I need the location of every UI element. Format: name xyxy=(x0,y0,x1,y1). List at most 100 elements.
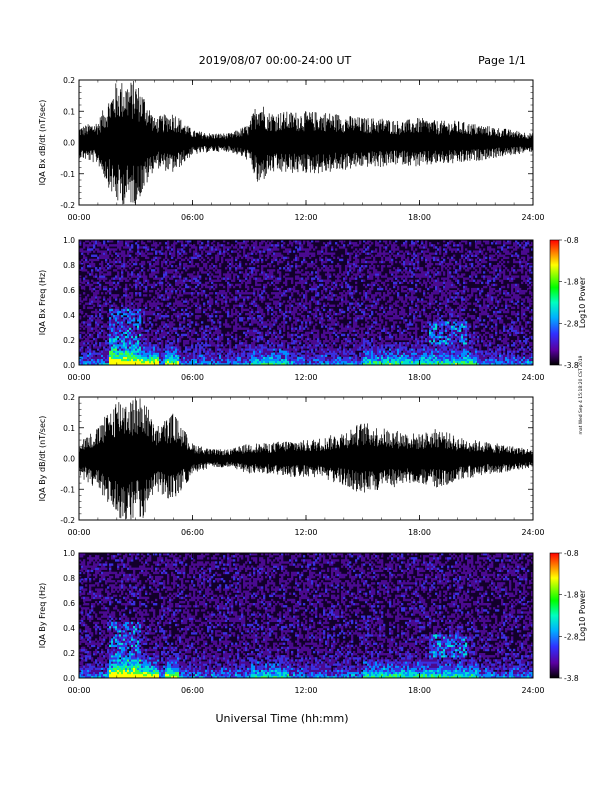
heatmap-cell xyxy=(267,319,270,322)
heatmap-cell xyxy=(245,344,248,347)
heatmap-cell xyxy=(119,337,122,341)
heatmap-cell xyxy=(131,360,134,364)
heatmap-cell xyxy=(299,356,302,360)
heatmap-cell xyxy=(329,319,332,322)
heatmap-cell xyxy=(177,254,180,257)
heatmap-cell xyxy=(329,360,332,364)
heatmap-cell xyxy=(113,302,116,305)
heatmap-cell xyxy=(299,360,302,364)
heatmap-cell xyxy=(333,321,336,324)
heatmap-cell xyxy=(277,348,280,351)
heatmap-cell xyxy=(141,348,144,351)
heatmap-cell xyxy=(155,315,158,318)
heatmap-cell xyxy=(317,302,320,305)
heatmap-cell xyxy=(107,254,110,257)
heatmap-cell xyxy=(211,281,214,285)
heatmap-cell xyxy=(217,248,220,251)
heatmap-cell xyxy=(235,312,238,316)
heatmap-cell xyxy=(335,283,338,287)
heatmap-cell xyxy=(109,308,112,312)
heatmap-cell xyxy=(245,358,248,362)
heatmap-cell xyxy=(155,292,158,295)
heatmap-cell xyxy=(177,250,180,253)
heatmap-cell xyxy=(217,310,220,314)
heatmap-cell xyxy=(119,325,122,328)
heatmap-cell xyxy=(283,246,286,249)
heatmap-cell xyxy=(301,273,304,276)
heatmap-cell xyxy=(97,360,100,364)
heatmap-cell xyxy=(325,337,328,341)
heatmap-cell xyxy=(127,329,130,332)
heatmap-cell xyxy=(137,281,140,285)
heatmap-cell xyxy=(91,283,94,287)
heatmap-cell xyxy=(181,242,184,245)
heatmap-cell xyxy=(335,275,338,278)
heatmap-cell xyxy=(105,331,108,335)
heatmap-cell xyxy=(199,360,202,364)
heatmap-cell xyxy=(125,294,128,297)
heatmap-cell xyxy=(245,244,248,247)
heatmap-cell xyxy=(311,356,314,360)
heatmap-cell xyxy=(115,304,118,307)
heatmap-cell xyxy=(201,290,204,293)
heatmap-cell xyxy=(149,308,152,312)
heatmap-cell xyxy=(251,354,254,357)
heatmap-cell xyxy=(309,300,312,303)
heatmap-cell xyxy=(275,352,278,355)
heatmap-cell xyxy=(255,335,258,339)
heatmap-cell xyxy=(207,242,210,245)
heatmap-cell xyxy=(249,348,252,351)
heatmap-cell xyxy=(135,281,138,285)
heatmap-cell xyxy=(85,337,88,341)
heatmap-cell xyxy=(361,354,364,357)
heatmap-cell xyxy=(223,323,226,326)
heatmap-cell xyxy=(241,344,244,347)
heatmap-cell xyxy=(341,302,344,305)
heatmap-cell xyxy=(285,308,288,312)
heatmap-cell xyxy=(161,265,164,268)
heatmap-cell xyxy=(131,306,134,310)
heatmap-cell xyxy=(121,254,124,257)
heatmap-cell xyxy=(353,302,356,305)
heatmap-cell xyxy=(227,260,230,264)
heatmap-cell xyxy=(89,250,92,253)
heatmap-cell xyxy=(291,337,294,341)
heatmap-cell xyxy=(103,342,106,345)
heatmap-cell xyxy=(291,244,294,247)
heatmap-cell xyxy=(125,337,128,341)
heatmap-cell xyxy=(133,331,136,335)
heatmap-cell xyxy=(119,267,122,270)
heatmap-cell xyxy=(315,356,318,360)
heatmap-cell xyxy=(115,275,118,278)
heatmap-cell xyxy=(297,319,300,322)
heatmap-cell xyxy=(99,350,102,353)
heatmap-cell xyxy=(343,344,346,347)
heatmap-cell xyxy=(275,287,278,291)
heatmap-cell xyxy=(299,277,302,280)
heatmap-cell xyxy=(279,350,282,353)
heatmap-cell xyxy=(259,344,262,347)
heatmap-cell xyxy=(287,287,290,291)
heatmap-cell xyxy=(141,252,144,255)
heatmap-cell xyxy=(229,262,232,266)
heatmap-cell xyxy=(171,308,174,312)
heatmap-cell xyxy=(299,271,302,274)
heatmap-cell xyxy=(289,335,292,339)
heatmap-cell xyxy=(257,331,260,335)
heatmap-cell xyxy=(139,302,142,305)
heatmap-cell xyxy=(357,362,360,366)
heatmap-cell xyxy=(151,248,154,251)
heatmap-cell xyxy=(113,317,116,320)
heatmap-cell xyxy=(127,337,130,341)
heatmap-cell xyxy=(127,275,130,278)
heatmap-cell xyxy=(351,327,354,330)
heatmap-cell xyxy=(91,279,94,282)
heatmap-cell xyxy=(137,308,140,312)
heatmap-cell xyxy=(219,323,222,326)
heatmap-cell xyxy=(215,296,218,299)
heatmap-cell xyxy=(129,333,132,337)
heatmap-cell xyxy=(121,269,124,272)
heatmap-cell xyxy=(335,344,338,347)
heatmap-cell xyxy=(309,317,312,320)
heatmap-cell xyxy=(113,358,116,362)
